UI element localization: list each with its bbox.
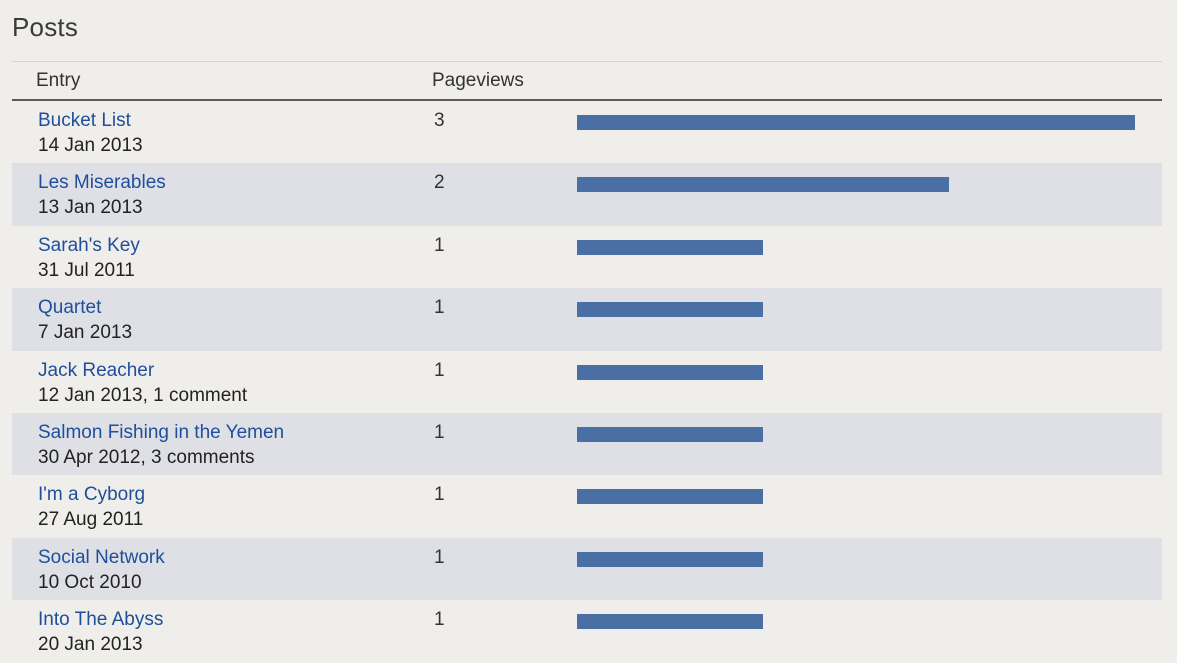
pageview-bar <box>577 115 1135 130</box>
table-row: Salmon Fishing in the Yemen 30 Apr 2012, … <box>12 412 1162 476</box>
pageview-bar <box>577 177 949 193</box>
post-title-link[interactable]: Bucket List <box>38 110 131 131</box>
table-row: Les Miserables 13 Jan 2013 2 <box>12 163 1162 226</box>
post-date: 10 Oct 2010 <box>38 571 142 593</box>
post-title-link[interactable]: I'm a Cyborg <box>38 484 146 506</box>
pageview-count: 2 <box>434 172 445 194</box>
post-title-link[interactable]: Jack Reacher <box>38 359 155 381</box>
post-date: 13 Jan 2013 <box>38 197 143 219</box>
pageview-bar <box>577 426 763 442</box>
table-row: Sarah's Key 31 Jul 2011 1 <box>12 226 1162 288</box>
posts-rows: Bucket List 14 Jan 2013 3 Les Miserables 13 … <box>12 101 1162 663</box>
post-date: 7 Jan 2013 <box>38 322 133 344</box>
post-date: 31 Jul 2011 <box>38 259 135 281</box>
post-date: 20 Jan 2013 <box>38 634 143 656</box>
entry-column-header: Entry <box>36 70 81 91</box>
pageview-count: 1 <box>434 359 445 381</box>
pageview-count: 3 <box>434 110 445 131</box>
section-title: Posts <box>12 12 79 42</box>
pageview-bar <box>577 302 763 318</box>
post-date: 27 Aug 2011 <box>38 509 144 531</box>
pageview-count: 1 <box>434 297 445 319</box>
table-row: Bucket List 14 Jan 2013 3 <box>12 101 1162 163</box>
pageview-count: 1 <box>434 484 445 506</box>
post-date: 12 Jan 2013, 1 comment <box>38 384 248 406</box>
pageview-bar <box>577 364 763 380</box>
table-header: Entry Pageviews <box>12 61 1162 101</box>
pageview-bar <box>577 551 763 567</box>
pageview-count: 1 <box>434 546 445 568</box>
post-title-link[interactable]: Salmon Fishing in the Yemen <box>38 421 285 443</box>
post-date: 30 Apr 2012, 3 comments <box>38 446 255 468</box>
post-title-link[interactable]: Social Network <box>38 546 165 568</box>
pageview-count: 1 <box>434 609 445 631</box>
posts-table: Entry Pageviews Bucket List 14 Jan 2013 3 L… <box>12 61 1162 663</box>
post-title-link[interactable]: Sarah's Key <box>38 234 140 256</box>
pageview-bar <box>577 239 763 255</box>
table-row: Into The Abyss 20 Jan 2013 1 <box>12 600 1162 662</box>
pageviews-column-header: Pageviews <box>432 70 524 91</box>
post-date: 14 Jan 2013 <box>38 135 143 156</box>
table-row: I'm a Cyborg 27 Aug 2011 1 <box>12 475 1162 537</box>
post-title-link[interactable]: Into The Abyss <box>38 609 164 631</box>
table-row: Quartet 7 Jan 2013 1 <box>12 288 1162 351</box>
pageview-bar <box>577 614 763 630</box>
pageview-count: 1 <box>434 234 445 256</box>
table-row: Social Network 10 Oct 2010 1 <box>12 537 1162 601</box>
post-title-link[interactable]: Quartet <box>38 297 102 319</box>
pageview-bar <box>577 489 763 505</box>
pageview-count: 1 <box>434 421 445 443</box>
table-row: Jack Reacher 12 Jan 2013, 1 comment 1 <box>12 351 1162 413</box>
post-title-link[interactable]: Les Miserables <box>38 172 166 194</box>
